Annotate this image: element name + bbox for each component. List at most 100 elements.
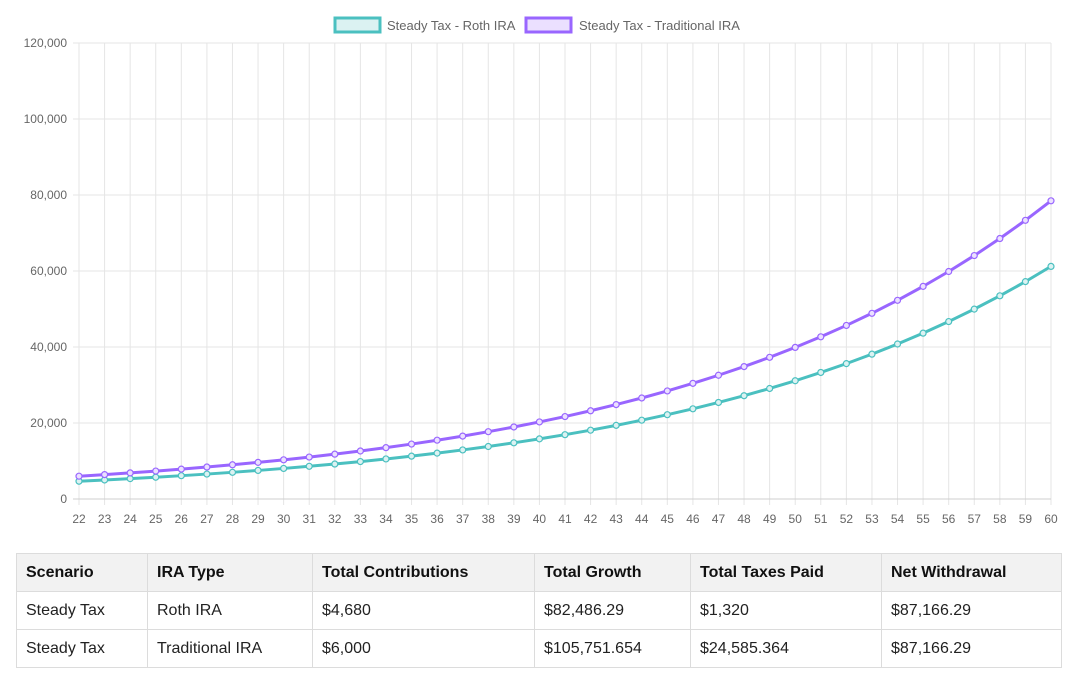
data-point[interactable] bbox=[280, 464, 288, 473]
x-tick-label: 38 bbox=[482, 512, 496, 526]
legend-swatch[interactable] bbox=[524, 16, 573, 34]
data-point[interactable] bbox=[382, 455, 390, 463]
data-point[interactable] bbox=[1021, 278, 1030, 286]
legend-label[interactable]: Steady Tax - Roth IRA bbox=[387, 18, 516, 33]
cell-net-withdrawal: $87,166.29 bbox=[881, 629, 1062, 668]
data-point[interactable] bbox=[484, 442, 492, 451]
data-point[interactable] bbox=[945, 267, 953, 276]
data-point[interactable] bbox=[305, 462, 313, 470]
x-tick-label: 22 bbox=[72, 512, 86, 526]
data-point[interactable] bbox=[970, 305, 978, 313]
x-tick-label: 60 bbox=[1044, 512, 1058, 526]
data-point[interactable] bbox=[714, 398, 723, 407]
x-tick-label: 25 bbox=[149, 512, 163, 526]
data-point[interactable] bbox=[356, 447, 364, 455]
data-point[interactable] bbox=[1021, 216, 1030, 224]
x-tick-label: 45 bbox=[661, 512, 675, 526]
cell-scenario: Steady Tax bbox=[16, 591, 148, 630]
data-point[interactable] bbox=[561, 431, 569, 439]
data-point[interactable] bbox=[382, 444, 390, 452]
data-point[interactable] bbox=[714, 371, 723, 379]
data-point[interactable] bbox=[331, 460, 339, 468]
x-tick-label: 26 bbox=[175, 512, 189, 526]
data-point[interactable] bbox=[177, 465, 185, 473]
data-point[interactable] bbox=[126, 475, 134, 483]
data-point[interactable] bbox=[586, 407, 595, 415]
x-tick-label: 43 bbox=[609, 512, 623, 526]
data-point[interactable] bbox=[842, 360, 850, 368]
x-tick-label: 52 bbox=[840, 512, 854, 526]
data-point[interactable] bbox=[893, 296, 902, 304]
data-point[interactable] bbox=[663, 411, 671, 419]
data-point[interactable] bbox=[817, 368, 825, 377]
data-point[interactable] bbox=[868, 309, 876, 317]
data-point[interactable] bbox=[868, 350, 876, 358]
data-point[interactable] bbox=[100, 471, 109, 479]
cell-total-growth: $82,486.29 bbox=[534, 591, 691, 630]
data-point[interactable] bbox=[689, 379, 697, 387]
x-tick-label: 29 bbox=[251, 512, 265, 526]
chart-legend[interactable]: Steady Tax - Roth IRA Steady Tax - Tradit… bbox=[333, 16, 740, 34]
data-point[interactable] bbox=[740, 362, 748, 371]
data-point[interactable] bbox=[919, 329, 927, 337]
data-point[interactable] bbox=[433, 449, 441, 457]
data-point[interactable] bbox=[484, 428, 492, 436]
data-point[interactable] bbox=[586, 426, 595, 434]
data-point[interactable] bbox=[842, 321, 850, 330]
data-point[interactable] bbox=[535, 418, 544, 426]
data-point[interactable] bbox=[356, 457, 364, 466]
data-point[interactable] bbox=[817, 333, 825, 341]
data-point[interactable] bbox=[152, 467, 160, 475]
data-point[interactable] bbox=[689, 405, 697, 413]
data-point[interactable] bbox=[535, 435, 544, 443]
data-point[interactable] bbox=[612, 400, 620, 409]
data-point[interactable] bbox=[459, 432, 467, 440]
data-point[interactable] bbox=[177, 472, 185, 480]
data-point[interactable] bbox=[75, 472, 83, 480]
data-point[interactable] bbox=[305, 453, 313, 461]
data-point[interactable] bbox=[919, 282, 927, 290]
data-point[interactable] bbox=[407, 452, 416, 460]
summary-table: Scenario IRA Type Total Contributions To… bbox=[16, 553, 1062, 668]
header-net-withdrawal: Net Withdrawal bbox=[881, 553, 1062, 592]
data-point[interactable] bbox=[638, 394, 646, 402]
data-point[interactable] bbox=[433, 436, 441, 444]
x-tick-label: 50 bbox=[789, 512, 803, 526]
data-point[interactable] bbox=[254, 466, 262, 475]
data-point[interactable] bbox=[970, 251, 978, 260]
data-point[interactable] bbox=[945, 317, 953, 326]
data-point[interactable] bbox=[203, 470, 211, 478]
cell-ira-type: Roth IRA bbox=[147, 591, 313, 630]
line-chart: 22 23 24 25 26 27 28 29 30 31 32 33 34 35 36 37 38 39 40 41… bbox=[24, 16, 1058, 526]
legend-label[interactable]: Steady Tax - Traditional IRA bbox=[579, 18, 740, 33]
data-point[interactable] bbox=[1047, 262, 1055, 270]
header-total-growth: Total Growth bbox=[534, 553, 691, 592]
data-point[interactable] bbox=[766, 384, 774, 393]
data-point[interactable] bbox=[152, 473, 160, 481]
data-point[interactable] bbox=[126, 469, 134, 477]
data-point[interactable] bbox=[510, 439, 518, 447]
cell-total-contributions: $6,000 bbox=[312, 629, 535, 668]
data-point[interactable] bbox=[228, 461, 237, 469]
data-point[interactable] bbox=[740, 392, 748, 400]
data-point[interactable] bbox=[996, 292, 1004, 300]
data-point[interactable] bbox=[407, 440, 416, 448]
data-point[interactable] bbox=[996, 234, 1004, 243]
data-point[interactable] bbox=[228, 468, 237, 476]
data-point[interactable] bbox=[638, 416, 646, 424]
legend-swatch[interactable] bbox=[333, 16, 382, 34]
data-point[interactable] bbox=[203, 463, 211, 471]
data-point[interactable] bbox=[612, 421, 620, 429]
data-point[interactable] bbox=[561, 412, 569, 421]
data-point[interactable] bbox=[510, 423, 518, 431]
data-point[interactable] bbox=[766, 353, 774, 361]
data-point[interactable] bbox=[791, 343, 799, 352]
data-point[interactable] bbox=[791, 377, 799, 385]
data-point[interactable] bbox=[459, 446, 467, 454]
data-point[interactable] bbox=[1047, 197, 1055, 205]
data-point[interactable] bbox=[254, 458, 262, 466]
data-point[interactable] bbox=[331, 450, 339, 458]
data-point[interactable] bbox=[663, 387, 671, 395]
data-point[interactable] bbox=[280, 456, 288, 464]
data-point[interactable] bbox=[893, 340, 902, 348]
